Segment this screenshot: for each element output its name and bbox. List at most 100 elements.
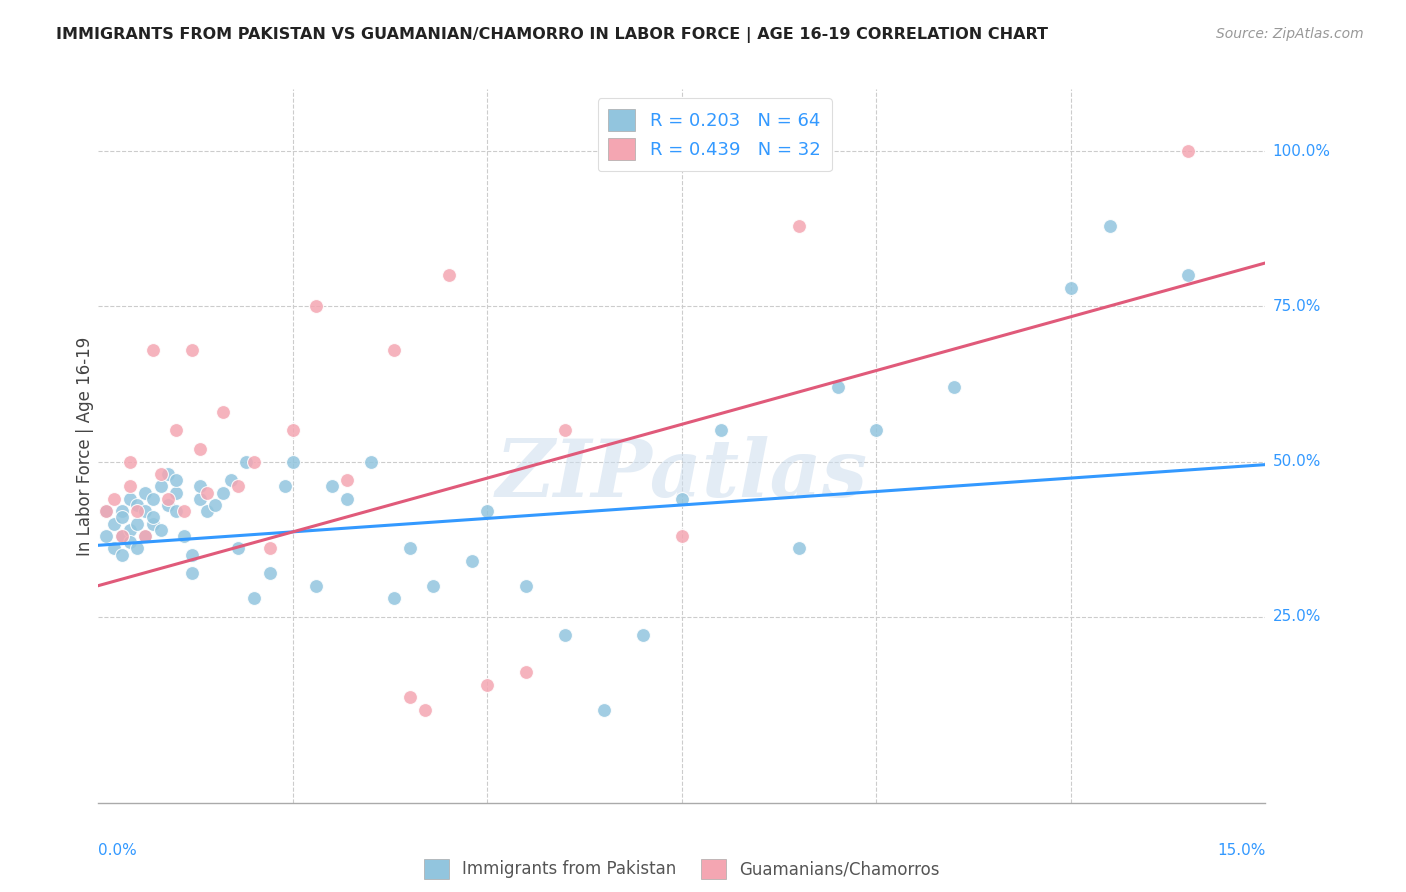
Point	[157, 467, 180, 481]
Point	[111, 529, 134, 543]
Point	[1177, 268, 1199, 283]
Point	[103, 516, 125, 531]
Point	[631, 628, 654, 642]
Point	[787, 219, 810, 233]
Text: 15.0%: 15.0%	[1218, 843, 1265, 858]
Point	[259, 566, 281, 581]
Point	[103, 491, 125, 506]
Text: 0.0%: 0.0%	[98, 843, 138, 858]
Y-axis label: In Labor Force | Age 16-19: In Labor Force | Age 16-19	[76, 336, 94, 556]
Point	[398, 541, 420, 556]
Point	[477, 678, 499, 692]
Point	[710, 424, 733, 438]
Point	[593, 703, 616, 717]
Point	[1177, 145, 1199, 159]
Point	[787, 541, 810, 556]
Point	[134, 485, 156, 500]
Point	[219, 473, 242, 487]
Point	[305, 299, 328, 313]
Text: 25.0%: 25.0%	[1272, 609, 1320, 624]
Point	[281, 424, 304, 438]
Point	[195, 485, 218, 500]
Point	[243, 591, 266, 605]
Point	[142, 343, 165, 357]
Point	[127, 541, 149, 556]
Point	[336, 473, 359, 487]
Legend: Immigrants from Pakistan, Guamanians/Chamorros: Immigrants from Pakistan, Guamanians/Cha…	[415, 850, 949, 888]
Point	[96, 504, 118, 518]
Point	[165, 485, 187, 500]
Point	[336, 491, 359, 506]
Point	[142, 510, 165, 524]
Point	[165, 504, 187, 518]
Point	[149, 479, 172, 493]
Point	[188, 491, 211, 506]
Point	[111, 529, 134, 543]
Point	[212, 405, 235, 419]
Point	[96, 504, 118, 518]
Point	[127, 504, 149, 518]
Text: 50.0%: 50.0%	[1272, 454, 1320, 469]
Point	[118, 535, 141, 549]
Point	[134, 529, 156, 543]
Point	[554, 424, 576, 438]
Point	[228, 541, 250, 556]
Point	[173, 504, 195, 518]
Point	[1098, 219, 1121, 233]
Point	[103, 541, 125, 556]
Point	[243, 454, 266, 468]
Point	[360, 454, 382, 468]
Point	[259, 541, 281, 556]
Point	[188, 442, 211, 456]
Point	[127, 498, 149, 512]
Point	[180, 343, 202, 357]
Point	[149, 467, 172, 481]
Point	[554, 628, 576, 642]
Point	[173, 529, 195, 543]
Point	[188, 479, 211, 493]
Point	[134, 504, 156, 518]
Point	[111, 548, 134, 562]
Point	[943, 380, 966, 394]
Point	[142, 516, 165, 531]
Point	[118, 454, 141, 468]
Point	[195, 504, 218, 518]
Point	[142, 491, 165, 506]
Point	[118, 491, 141, 506]
Point	[477, 504, 499, 518]
Point	[228, 479, 250, 493]
Point	[118, 479, 141, 493]
Point	[281, 454, 304, 468]
Point	[165, 424, 187, 438]
Point	[515, 579, 537, 593]
Point	[827, 380, 849, 394]
Point	[321, 479, 343, 493]
Text: Source: ZipAtlas.com: Source: ZipAtlas.com	[1216, 27, 1364, 41]
Point	[127, 516, 149, 531]
Text: 75.0%: 75.0%	[1272, 299, 1320, 314]
Point	[671, 529, 693, 543]
Point	[305, 579, 328, 593]
Point	[111, 504, 134, 518]
Point	[671, 491, 693, 506]
Text: 100.0%: 100.0%	[1272, 144, 1330, 159]
Point	[422, 579, 444, 593]
Point	[204, 498, 226, 512]
Point	[398, 690, 420, 705]
Point	[180, 548, 202, 562]
Point	[212, 485, 235, 500]
Point	[134, 529, 156, 543]
Point	[157, 498, 180, 512]
Point	[382, 343, 405, 357]
Text: IMMIGRANTS FROM PAKISTAN VS GUAMANIAN/CHAMORRO IN LABOR FORCE | AGE 16-19 CORREL: IMMIGRANTS FROM PAKISTAN VS GUAMANIAN/CH…	[56, 27, 1049, 43]
Point	[180, 566, 202, 581]
Point	[461, 554, 484, 568]
Point	[165, 473, 187, 487]
Point	[157, 491, 180, 506]
Point	[437, 268, 460, 283]
Point	[865, 424, 887, 438]
Point	[149, 523, 172, 537]
Point	[382, 591, 405, 605]
Point	[96, 529, 118, 543]
Text: ZIPatlas: ZIPatlas	[496, 436, 868, 513]
